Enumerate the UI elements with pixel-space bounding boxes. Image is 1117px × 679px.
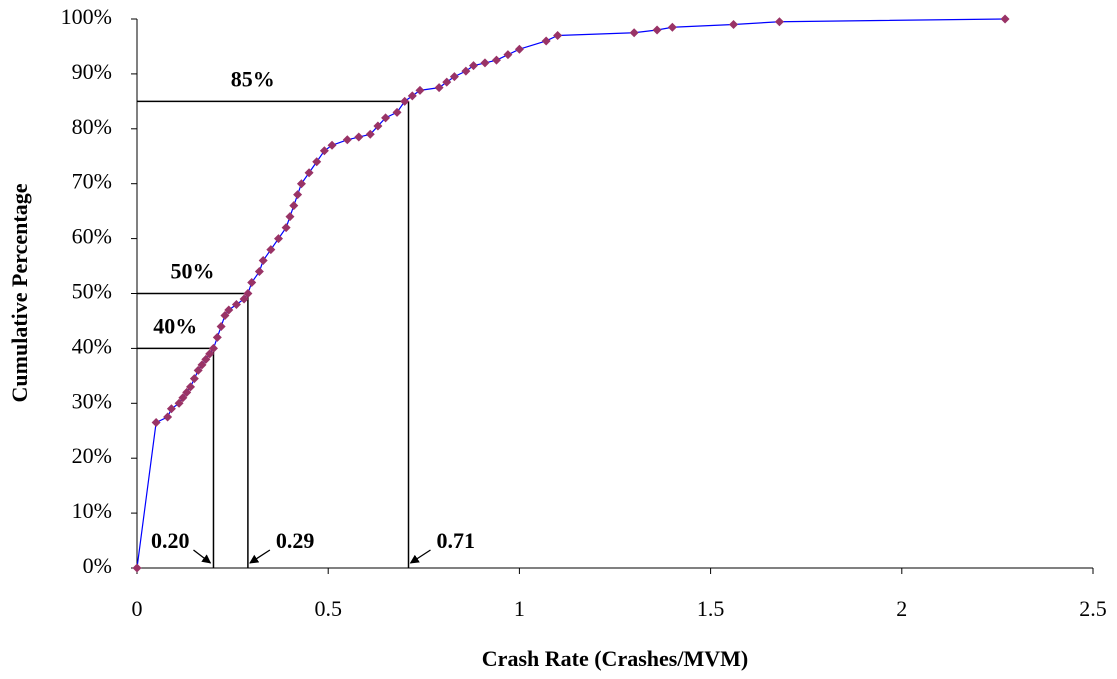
data-point xyxy=(163,412,173,422)
data-point xyxy=(503,50,513,60)
data-point xyxy=(178,393,188,403)
data-point xyxy=(774,17,784,27)
data-point xyxy=(667,22,677,32)
data-point xyxy=(480,58,490,68)
y-tick-label: 30% xyxy=(72,388,112,413)
data-point xyxy=(293,190,303,200)
data-point xyxy=(392,107,402,117)
data-point xyxy=(312,157,322,167)
data-point xyxy=(254,267,264,277)
data-point xyxy=(304,168,314,178)
x-tick-label: 2.5 xyxy=(1079,596,1107,621)
annotation-arrow xyxy=(193,549,212,564)
data-point xyxy=(224,305,234,315)
data-point xyxy=(197,360,207,370)
y-tick-label: 60% xyxy=(72,224,112,249)
data-point xyxy=(514,44,524,54)
data-point xyxy=(354,132,364,142)
data-point xyxy=(342,135,352,145)
annotation-label: 0.20 xyxy=(151,528,190,553)
data-point xyxy=(186,382,196,392)
data-point xyxy=(319,146,329,156)
data-point xyxy=(296,179,306,189)
y-tick-label: 90% xyxy=(72,59,112,84)
data-point xyxy=(373,121,383,131)
data-point xyxy=(166,404,176,414)
data-point xyxy=(381,113,391,123)
x-tick-label: 1 xyxy=(514,596,525,621)
y-tick-label: 0% xyxy=(83,553,112,578)
data-point xyxy=(273,234,283,244)
y-tick-label: 40% xyxy=(72,333,112,358)
data-point xyxy=(327,140,337,150)
data-point xyxy=(652,25,662,35)
data-point xyxy=(205,349,215,359)
data-point xyxy=(266,245,276,255)
data-point xyxy=(182,387,192,397)
data-point xyxy=(491,55,501,65)
y-axis-title: Cumulative Percentage xyxy=(7,183,32,402)
data-point xyxy=(212,332,222,342)
data-point xyxy=(201,354,211,364)
data-point xyxy=(629,28,639,38)
data-point xyxy=(281,223,291,233)
data-point xyxy=(189,374,199,384)
data-point xyxy=(449,72,459,82)
data-point xyxy=(239,294,249,304)
x-tick-label: 0.5 xyxy=(314,596,342,621)
data-point xyxy=(216,321,226,331)
data-point xyxy=(400,96,410,106)
data-point xyxy=(174,398,184,408)
data-point xyxy=(285,212,295,222)
y-tick-label: 70% xyxy=(72,169,112,194)
data-point xyxy=(1000,14,1010,24)
y-tick-label: 80% xyxy=(72,114,112,139)
data-point xyxy=(243,289,253,298)
data-point xyxy=(434,83,444,93)
x-tick-label: 1.5 xyxy=(697,596,725,621)
data-point xyxy=(231,299,241,309)
data-point xyxy=(553,30,563,40)
data-point xyxy=(469,61,479,71)
data-point xyxy=(220,310,230,320)
data-point xyxy=(132,563,142,573)
annotation-arrow xyxy=(249,549,271,564)
data-point xyxy=(541,36,551,46)
annotation-label: 40% xyxy=(153,313,197,338)
y-tick-label: 50% xyxy=(72,279,112,304)
data-point xyxy=(258,256,268,266)
data-point xyxy=(442,77,452,87)
data-point xyxy=(407,91,417,101)
annotation-arrow xyxy=(409,549,431,564)
y-tick-label: 100% xyxy=(61,4,112,29)
annotation-label: 0.29 xyxy=(276,528,315,553)
y-tick-label: 10% xyxy=(72,498,112,523)
annotation-label: 85% xyxy=(231,66,275,91)
annotation-label: 0.71 xyxy=(437,528,476,553)
data-point xyxy=(208,343,218,353)
x-tick-label: 0 xyxy=(132,596,143,621)
data-point xyxy=(247,278,257,288)
x-axis-title: Crash Rate (Crashes/MVM) xyxy=(482,646,748,671)
data-point xyxy=(415,85,425,95)
data-point xyxy=(729,19,739,29)
annotation-label: 50% xyxy=(170,259,214,284)
x-tick-label: 2 xyxy=(896,596,907,621)
y-tick-label: 20% xyxy=(72,443,112,468)
data-point xyxy=(289,201,299,211)
data-point xyxy=(193,365,203,375)
data-point xyxy=(461,66,471,76)
data-point xyxy=(151,418,161,428)
data-point xyxy=(365,129,375,139)
